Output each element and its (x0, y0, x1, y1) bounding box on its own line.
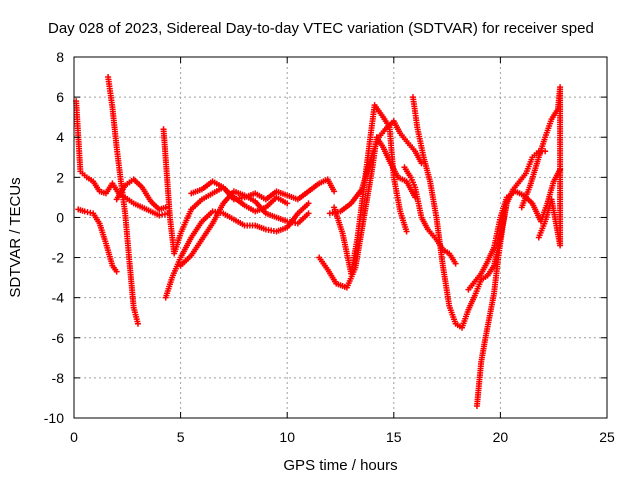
y-axis-label: SDTVAR / TECUs (7, 177, 24, 297)
data-marks (73, 74, 564, 409)
data-point (452, 260, 459, 267)
series-track-c (105, 74, 141, 327)
data-point (535, 234, 542, 241)
y-tick-label: -4 (52, 290, 65, 306)
series-track-f (162, 200, 312, 301)
series-track-h (188, 176, 338, 203)
data-point (305, 210, 312, 217)
x-tick-label: 0 (70, 429, 78, 445)
x-tick-label: 15 (386, 429, 402, 445)
y-tick-label: 6 (56, 89, 64, 105)
data-point (134, 320, 141, 327)
series-track-l (401, 164, 459, 267)
axis-ticks: 0 5 10 15 20 25 -10 -8 -6 -4 -2 0 2 4 6 8 (44, 49, 615, 445)
chart-title: Day 028 of 2023, Sidereal Day-to-day VTE… (48, 20, 594, 37)
x-tick-label: 20 (493, 429, 509, 445)
series-track-g (177, 188, 312, 269)
data-point (113, 268, 120, 275)
data-point (284, 200, 291, 207)
plot-frame (73, 56, 608, 419)
series-track-k (326, 118, 425, 217)
y-tick-label: 8 (56, 49, 64, 65)
y-tick-label: -2 (52, 250, 65, 266)
y-tick-label: 4 (56, 129, 64, 145)
series-track-j (331, 102, 410, 277)
x-tick-label: 10 (279, 429, 295, 445)
series-track-o (465, 166, 564, 293)
y-tick-label: -8 (52, 370, 65, 386)
x-tick-label: 25 (599, 429, 615, 445)
data-point (403, 228, 410, 235)
y-tick-label: -6 (52, 330, 65, 346)
data-point (331, 188, 338, 195)
series-track-p (518, 84, 564, 249)
y-tick-label: 2 (56, 169, 64, 185)
data-point (305, 200, 312, 207)
data-point (162, 204, 169, 211)
y-tick-label: 0 (56, 209, 64, 225)
y-tick-label: -10 (44, 410, 64, 426)
grid-lines (73, 56, 608, 419)
series-track-b (75, 206, 120, 275)
series-track-d (113, 176, 169, 213)
x-tick-label: 5 (177, 429, 185, 445)
x-axis-label: GPS time / hours (283, 457, 397, 474)
